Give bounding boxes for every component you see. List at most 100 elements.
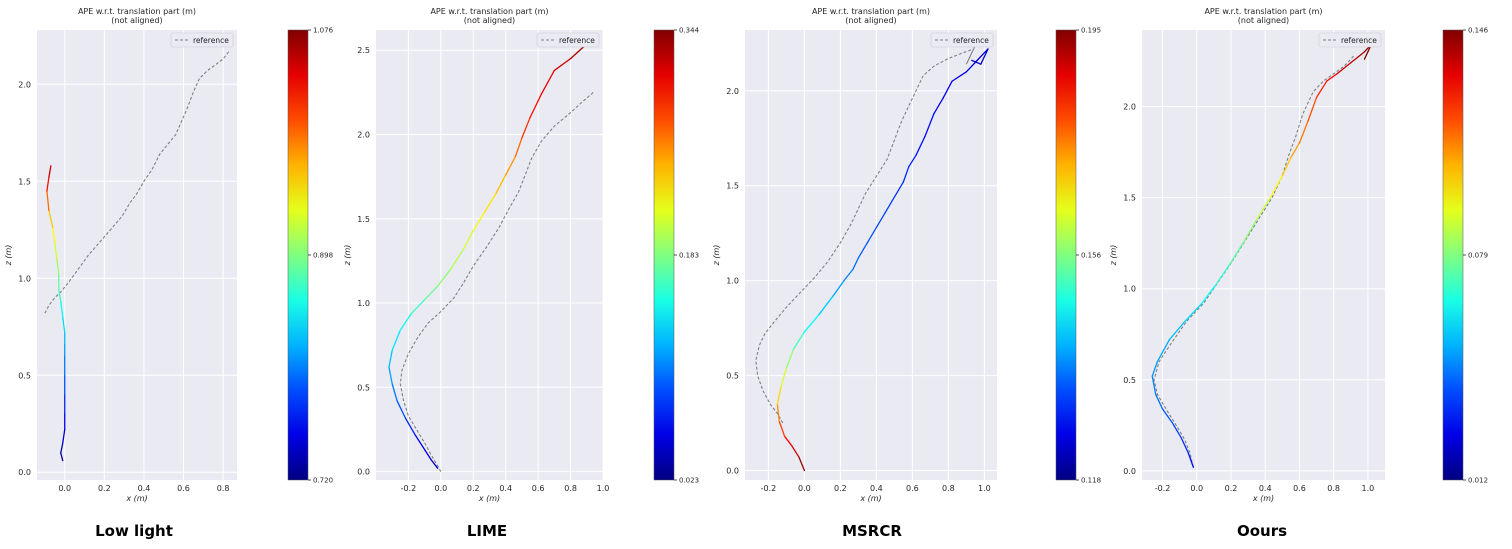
estimate-segment <box>60 300 64 318</box>
estimate-segment <box>875 211 887 229</box>
legend-box <box>170 32 234 48</box>
panel-msrcr: -0.2 0.0 0.2 0.4 0.6 0.8 1.0 0.0 0.5 1.0 1.5 2.0 APE… <box>0 0 1102 549</box>
x-tick-label: 1.0 <box>597 484 610 493</box>
chart-title: APE w.r.t. translation part (m) <box>430 7 548 16</box>
estimate-segment <box>783 435 793 447</box>
x-tick-label: -0.2 <box>401 484 417 493</box>
estimate-segment <box>1269 175 1283 199</box>
estimate-segment <box>1290 142 1301 159</box>
estimate-segment <box>776 386 782 405</box>
x-tick-label: 0.8 <box>1327 484 1340 493</box>
x-tick-label: 0.2 <box>98 484 111 493</box>
estimate-segment <box>1168 320 1186 341</box>
legend-box <box>536 32 600 48</box>
estimate-segment <box>832 279 845 297</box>
y-tick-label: 2.0 <box>357 130 370 139</box>
x-axis-label: x (m) <box>125 494 147 503</box>
estimate-segment <box>908 154 917 168</box>
estimate-segment <box>436 268 452 287</box>
y-tick-label: 1.5 <box>726 182 739 191</box>
x-axis-label: x (m) <box>478 494 500 503</box>
trajectory-chart-low-light: 0.0 0.2 0.4 0.6 0.8 0.0 0.5 1.0 1.5 2.0 APE w.r.t.… <box>4 7 334 503</box>
estimate-segment <box>778 420 786 437</box>
estimate-segment <box>1256 196 1271 221</box>
estimate-segment <box>1307 96 1318 122</box>
colorbar-tick-label: 0.146 <box>1468 27 1489 35</box>
colorbar-tick-label: 0.118 <box>1081 477 1101 485</box>
estimate-segment <box>1336 62 1352 75</box>
colorbar-tick-label: 0.344 <box>679 27 700 35</box>
x-axis-label: x (m) <box>859 494 881 503</box>
x-tick-label: 0.8 <box>564 484 577 493</box>
estimate-segment <box>449 248 465 270</box>
estimate-segment <box>399 312 413 331</box>
colorbar-tick-label: 0.156 <box>1081 252 1102 260</box>
caption-low-light: Low light <box>95 522 173 540</box>
estimate-segment <box>569 46 585 60</box>
estimate-segment <box>414 433 426 451</box>
colorbar-tick-label: 0.023 <box>679 477 699 485</box>
estimate-segment <box>857 242 869 259</box>
chart-subtitle: (not aligned) <box>464 16 515 25</box>
estimate-segment <box>1228 242 1244 266</box>
estimate-segment <box>780 367 788 388</box>
estimate-segment <box>505 155 517 176</box>
colorbar-tick-label: 0.720 <box>313 477 333 485</box>
estimate-segment <box>54 242 58 260</box>
x-tick-label: 1.0 <box>1362 484 1375 493</box>
colorbar-tick-label: 0.012 <box>1468 477 1488 485</box>
x-tick-label: 0.0 <box>798 484 811 493</box>
estimate-segment <box>1156 339 1171 363</box>
estimate-segment <box>48 209 54 229</box>
y-tick-label: 1.5 <box>1123 194 1136 203</box>
y-tick-label: 1.0 <box>726 277 739 286</box>
x-tick-label: 0.4 <box>1259 484 1272 493</box>
estimate-segment <box>1315 80 1328 99</box>
x-tick-label: 0.2 <box>467 484 480 493</box>
estimate-segment <box>483 192 497 213</box>
legend-label: reference <box>559 36 595 45</box>
estimate-segment <box>58 289 62 303</box>
estimate-segment <box>404 416 416 436</box>
y-tick-label: 0.0 <box>357 468 370 477</box>
estimate-segment <box>1172 422 1183 439</box>
estimate-segment <box>915 135 926 156</box>
estimate-segment <box>48 165 52 179</box>
x-tick-label: 0.4 <box>499 484 512 493</box>
estimate-segment <box>1201 284 1217 304</box>
y-tick-label: 0.0 <box>726 467 739 476</box>
estimate-segment <box>423 285 439 301</box>
x-tick-label: 0.8 <box>942 484 955 493</box>
legend-label: reference <box>1341 36 1377 45</box>
estimate-segment <box>52 227 56 245</box>
x-tick-label: 0.2 <box>1225 484 1238 493</box>
legend-box <box>1318 32 1382 48</box>
estimate-segment <box>1151 360 1159 377</box>
estimate-segment <box>529 93 543 119</box>
estimate-segment <box>902 166 910 183</box>
estimate-segment <box>388 349 393 368</box>
estimate-segment <box>1350 51 1366 64</box>
estimate-segment <box>843 268 854 282</box>
estimate-segment <box>791 445 800 458</box>
estimate-segment <box>951 71 968 82</box>
colorbar-tick-label: 0.183 <box>679 252 699 260</box>
estimate-segment <box>430 459 439 469</box>
y-tick-label: 2.0 <box>726 87 739 96</box>
x-tick-label: 0.2 <box>834 484 847 493</box>
colorbar <box>1442 29 1464 481</box>
estimate-segment <box>1187 452 1194 468</box>
x-tick-label: 0.6 <box>1293 484 1306 493</box>
estimate-segment <box>792 331 806 350</box>
estimate-segment <box>1242 218 1258 244</box>
estimate-segment <box>1298 120 1309 144</box>
estimate-segment <box>396 400 406 419</box>
x-axis-label: x (m) <box>1252 494 1274 503</box>
y-axis-label: z (m) <box>343 245 352 267</box>
x-tick-label: 1.0 <box>978 484 991 493</box>
legend-box <box>930 32 994 48</box>
estimate-segment <box>1155 393 1164 410</box>
estimate-segment <box>776 403 780 422</box>
estimate-segment <box>62 316 66 334</box>
estimate-segment <box>1151 375 1157 396</box>
